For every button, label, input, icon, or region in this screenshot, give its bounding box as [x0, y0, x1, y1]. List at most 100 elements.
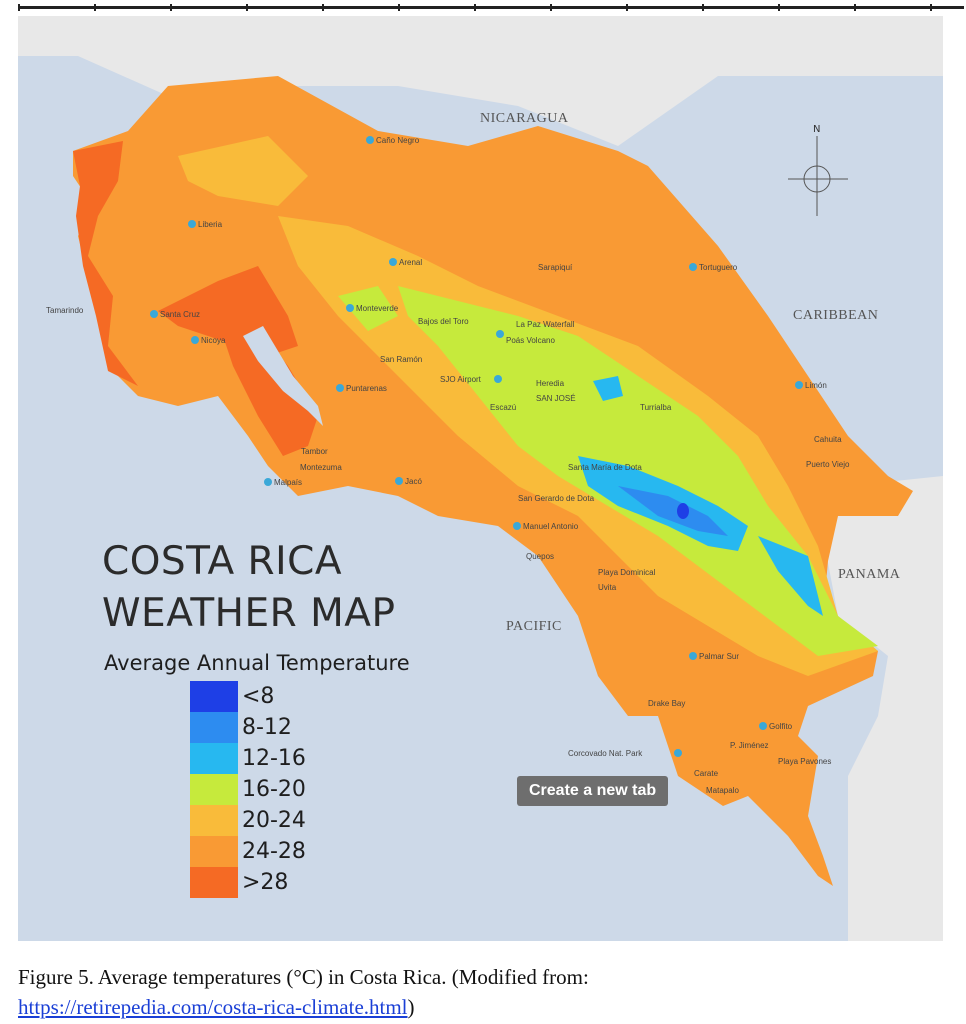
place-label: Puerto Viejo	[806, 460, 850, 469]
legend-label: >28	[242, 870, 289, 895]
place-label: Playa Dominical	[598, 568, 656, 577]
legend-item: <8	[104, 681, 410, 712]
region-label-pacific: PACIFIC	[506, 619, 562, 634]
place-label: Limón	[805, 381, 827, 390]
legend-swatch	[190, 712, 238, 743]
weather-map: NICARAGUA CARIBBEAN PANAMA PACIFIC N Cañ…	[18, 16, 943, 941]
map-graphic: NICARAGUA CARIBBEAN PANAMA PACIFIC N Cañ…	[18, 16, 943, 941]
zone-8-12	[618, 486, 728, 536]
legend-swatch	[190, 774, 238, 805]
place-label: Sarapiquí	[538, 263, 573, 272]
place-label: Tambor	[301, 447, 328, 456]
marker-corcovado	[674, 749, 682, 757]
legend-label: 24-28	[242, 839, 306, 864]
place-label: La Paz Waterfall	[516, 320, 575, 329]
place-label: Palmar Sur	[699, 652, 739, 661]
place-label: Escazú	[490, 403, 516, 412]
marker-golfito	[759, 722, 767, 730]
place-label: Drake Bay	[648, 699, 685, 708]
marker-malpais	[264, 478, 272, 486]
place-label: Jacó	[405, 477, 422, 486]
place-label: Tortuguero	[699, 263, 738, 272]
legend-label: 16-20	[242, 777, 306, 802]
place-label: Cahuita	[814, 435, 842, 444]
place-label: Santa Cruz	[160, 310, 200, 319]
caption-close: )	[407, 995, 415, 1019]
top-rule	[18, 6, 964, 9]
zone-20-24-north	[178, 136, 308, 206]
source-link[interactable]: https://retirepedia.com/costa-rica-clima…	[18, 995, 408, 1019]
marker-jaco	[395, 477, 403, 485]
marker-sjo	[494, 375, 502, 383]
place-label: Carate	[694, 769, 719, 778]
hot-zone-gulf	[218, 316, 318, 456]
region-label-panama: PANAMA	[838, 567, 901, 582]
place-label: P. Jiménez	[730, 741, 769, 750]
legend-item: 12-16	[104, 743, 410, 774]
place-label: Poás Volcano	[506, 336, 555, 345]
place-label: Montezuma	[300, 463, 342, 472]
place-label: San Ramón	[380, 355, 422, 364]
zone-16-20-monteverde	[338, 286, 398, 331]
compass-north-label: N	[813, 124, 820, 135]
legend-swatch	[190, 681, 238, 712]
place-label: Nicoya	[201, 336, 226, 345]
place-label: Arenal	[399, 258, 422, 267]
caption-text: Figure 5. Average temperatures (°C) in C…	[18, 965, 589, 989]
place-label: Caño Negro	[376, 136, 420, 145]
place-label: Manuel Antonio	[523, 522, 579, 531]
legend-item: 20-24	[104, 805, 410, 836]
zone-below-8	[677, 503, 689, 519]
marker-manuel-antonio	[513, 522, 521, 530]
place-label: Quepos	[526, 552, 554, 561]
place-label: Uvita	[598, 583, 617, 592]
marker-liberia	[188, 220, 196, 228]
legend-swatch	[190, 743, 238, 774]
place-label: Tamarindo	[46, 306, 84, 315]
legend-label: 8-12	[242, 715, 292, 740]
place-label: Matapalo	[706, 786, 739, 795]
marker-tortuguero	[689, 263, 697, 271]
panama-land	[823, 476, 943, 941]
place-label: Golfito	[769, 722, 793, 731]
legend-label: 20-24	[242, 808, 306, 833]
marker-nicoya	[191, 336, 199, 344]
place-label: Santa María de Dota	[568, 463, 642, 472]
map-title-line-2: WEATHER MAP	[102, 591, 396, 636]
place-label: Monteverde	[356, 304, 399, 313]
costa-rica-landmass	[73, 76, 913, 886]
hot-zone-northwest	[73, 141, 138, 386]
region-label-nicaragua: NICARAGUA	[480, 111, 569, 126]
place-label: Bajos del Toro	[418, 317, 469, 326]
nicaragua-land	[18, 16, 943, 146]
region-label-caribbean: CARIBBEAN	[793, 308, 878, 323]
marker-poas	[496, 330, 504, 338]
place-label: Liberia	[198, 220, 223, 229]
place-label: San Gerardo de Dota	[518, 494, 595, 503]
place-label: Corcovado Nat. Park	[568, 749, 643, 758]
gulf-of-nicoya	[243, 326, 323, 426]
legend-item: >28	[104, 867, 410, 898]
new-tab-tooltip: Create a new tab	[517, 776, 669, 806]
compass-rose	[788, 136, 848, 216]
marker-cano-negro	[366, 136, 374, 144]
place-label: SAN JOSÉ	[536, 394, 576, 403]
map-title: COSTA RICA WEATHER MAP	[102, 536, 396, 640]
place-label: Turrialba	[640, 403, 672, 412]
legend-label: 12-16	[242, 746, 306, 771]
marker-puntarenas	[336, 384, 344, 392]
marker-palmar-sur	[689, 652, 697, 660]
place-label: Playa Pavones	[778, 757, 831, 766]
legend-item: 8-12	[104, 712, 410, 743]
marker-santa-cruz	[150, 310, 158, 318]
zone-12-16-east	[758, 536, 823, 616]
legend-title: Average Annual Temperature	[104, 651, 410, 675]
place-label: Malpaís	[274, 478, 302, 487]
legend-label: <8	[242, 684, 275, 709]
place-markers: Caño Negro Liberia Arenal Tortuguero Mon…	[46, 136, 850, 795]
legend-swatch	[190, 805, 238, 836]
zone-12-16-volcano	[593, 376, 623, 401]
legend-swatch	[190, 836, 238, 867]
place-label: SJO Airport	[440, 375, 482, 384]
marker-arenal	[389, 258, 397, 266]
